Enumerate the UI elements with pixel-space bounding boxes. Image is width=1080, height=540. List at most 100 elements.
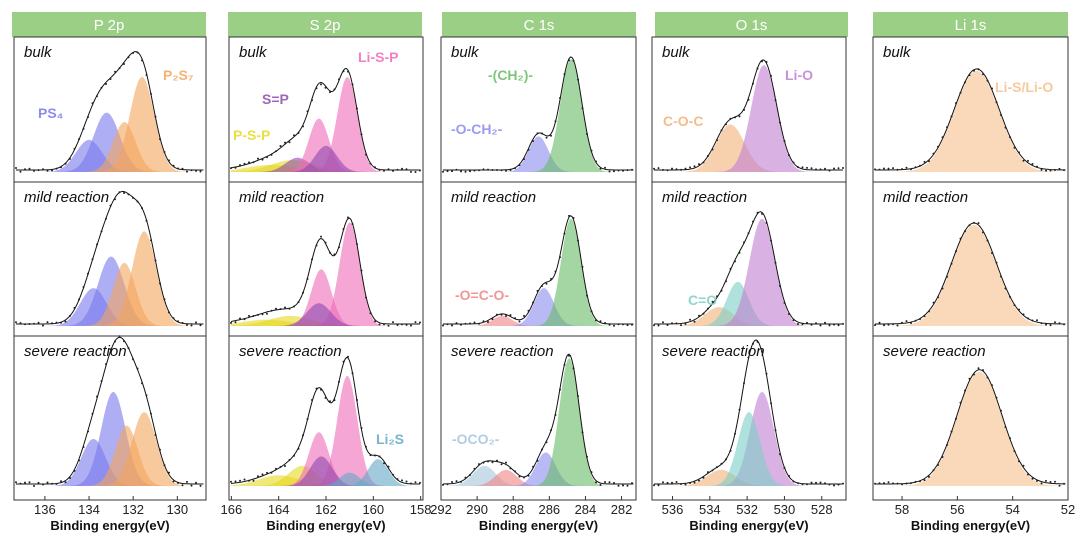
data-point	[792, 319, 795, 322]
data-point	[955, 417, 957, 420]
data-point	[1058, 167, 1061, 170]
spectrum-mild-reaction	[874, 221, 1066, 327]
data-point	[518, 475, 521, 478]
data-point	[451, 481, 453, 483]
data-point	[118, 67, 121, 70]
data-point	[815, 322, 817, 325]
data-point	[973, 69, 975, 72]
data-point	[446, 170, 449, 173]
x-tick-label: 56	[950, 502, 964, 517]
data-point	[342, 360, 345, 363]
data-point	[15, 167, 17, 169]
data-point	[333, 399, 336, 402]
data-point	[662, 481, 664, 484]
data-point	[451, 324, 453, 327]
data-point	[581, 265, 584, 268]
data-point	[306, 278, 309, 280]
data-point	[716, 139, 718, 142]
data-point	[234, 166, 237, 169]
data-point	[563, 363, 566, 366]
data-point	[550, 429, 552, 432]
data-point	[595, 319, 597, 322]
data-point	[774, 99, 777, 102]
x-axis-label: Binding energy(eV)	[479, 518, 598, 533]
data-point	[324, 241, 327, 244]
data-point	[887, 323, 890, 326]
data-point	[500, 169, 503, 172]
data-point	[675, 481, 678, 483]
data-point	[369, 312, 372, 315]
data-point	[136, 200, 139, 203]
data-point	[284, 465, 286, 467]
data-point	[919, 164, 921, 167]
data-point	[190, 169, 193, 172]
data-point	[563, 232, 566, 235]
x-tick-label: 536	[662, 502, 684, 517]
data-point	[96, 243, 98, 246]
data-point	[469, 474, 471, 476]
data-point	[105, 363, 107, 366]
spectrum-severe-reaction	[653, 339, 844, 487]
data-point	[248, 161, 250, 164]
data-point	[123, 63, 125, 65]
data-point	[141, 382, 143, 385]
data-point	[577, 78, 579, 81]
x-tick-label: 532	[736, 502, 758, 517]
data-point	[711, 148, 714, 151]
data-point	[1018, 460, 1020, 463]
data-point	[387, 168, 390, 171]
data-point	[631, 323, 633, 326]
data-point	[1031, 163, 1034, 165]
data-point	[1022, 159, 1025, 162]
data-point	[968, 377, 971, 380]
data-point	[689, 166, 691, 169]
data-point	[451, 170, 453, 173]
data-point	[617, 323, 620, 326]
data-point	[671, 167, 673, 170]
data-point	[446, 483, 449, 486]
data-point	[892, 167, 894, 170]
data-point	[550, 277, 552, 280]
spectrum-bulk	[442, 56, 634, 173]
data-point	[60, 166, 62, 169]
data-point	[1063, 482, 1065, 485]
data-point	[78, 459, 80, 462]
data-point	[536, 459, 539, 462]
data-point	[810, 481, 813, 484]
data-point	[24, 481, 26, 484]
data-point	[141, 207, 143, 210]
data-point	[419, 481, 421, 484]
data-point	[541, 448, 543, 451]
data-point	[145, 394, 148, 397]
data-point	[509, 169, 512, 171]
data-point	[1036, 479, 1038, 482]
data-point	[626, 169, 629, 172]
data-point	[248, 314, 250, 317]
panel-o-1s: O 1s bulk mild reaction severe reaction Li-O…	[651, 12, 848, 533]
data-point	[19, 482, 22, 485]
data-point	[302, 291, 304, 294]
fit-component-P2S7	[16, 262, 204, 326]
data-point	[720, 289, 723, 292]
data-point	[554, 120, 557, 123]
spectrum-mild-reaction	[442, 214, 634, 327]
row-label: bulk	[239, 44, 268, 61]
data-point	[15, 481, 17, 484]
data-point	[901, 321, 903, 324]
data-point	[919, 480, 921, 483]
data-point	[396, 168, 399, 171]
data-point	[743, 241, 745, 244]
data-point	[306, 418, 309, 420]
data-point	[932, 469, 935, 472]
data-point	[127, 193, 130, 196]
data-point	[401, 167, 403, 170]
data-point	[959, 401, 962, 404]
data-point	[288, 141, 291, 144]
fit-component-COC	[654, 469, 843, 486]
data-point	[297, 301, 300, 304]
data-point	[928, 475, 930, 478]
data-point	[1040, 168, 1043, 171]
row-label: mild reaction	[451, 189, 536, 206]
data-point	[109, 348, 112, 351]
data-point	[590, 310, 593, 313]
